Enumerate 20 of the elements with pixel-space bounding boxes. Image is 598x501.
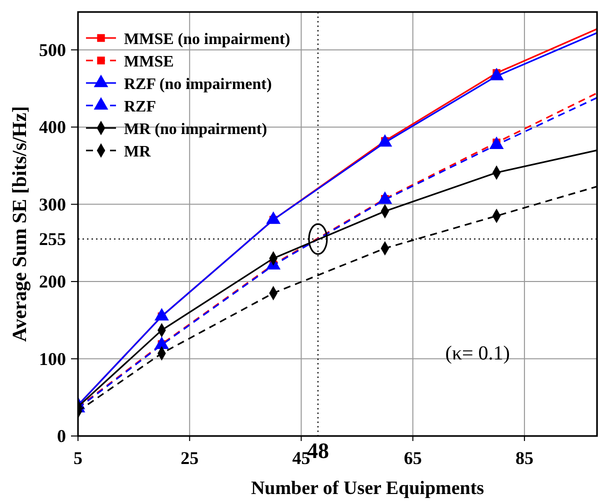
y-tick-label: 0 xyxy=(57,426,66,446)
legend-label: MMSE xyxy=(124,54,174,70)
y-tick-label: 300 xyxy=(39,194,66,214)
x-tick-label: 85 xyxy=(515,448,534,468)
legend-label: MR xyxy=(124,144,152,160)
annotation: (κ= 0.1) xyxy=(445,342,510,365)
y-tick-label: 100 xyxy=(39,348,66,369)
x-axis-title: Number of User Equipments xyxy=(250,478,484,499)
y-tick-label: 400 xyxy=(39,117,66,138)
legend-label: MR (no impairment) xyxy=(124,121,268,138)
x-tick-label: 65 xyxy=(404,448,422,468)
y-tick-label: 500 xyxy=(39,40,66,60)
x-tick-label: 25 xyxy=(180,448,199,468)
legend-label: RZF xyxy=(124,98,156,116)
ref-line-label: 255 xyxy=(39,229,66,250)
legend-label: RZF (no impairment) xyxy=(124,76,272,93)
y-tick-label: 200 xyxy=(39,272,66,292)
y-axis-title: Average Sum SE [bits/s/Hz] xyxy=(9,106,31,342)
x-tick-label: 5 xyxy=(74,448,82,468)
legend-label: MMSE (no impairment) xyxy=(124,31,290,48)
